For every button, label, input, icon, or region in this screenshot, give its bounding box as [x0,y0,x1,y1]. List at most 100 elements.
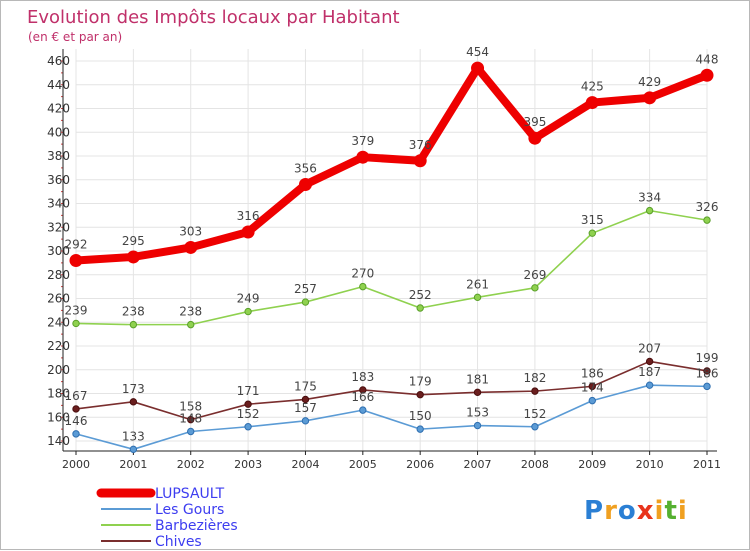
data-label: 454 [466,45,489,59]
data-label: 158 [179,400,202,414]
data-point [473,421,482,430]
data-point [187,427,195,436]
data-point [129,445,138,454]
data-point [645,381,654,389]
data-label: 395 [523,115,546,129]
data-label: 175 [294,379,317,393]
y-tick-label: 240 [47,315,70,329]
data-label: 179 [409,375,432,389]
data-point [700,68,714,82]
data-point [588,382,596,391]
data-point [416,390,424,399]
data-point [416,425,424,433]
data-point [298,178,312,191]
y-tick-label: 320 [47,220,70,234]
data-label: 448 [696,52,719,66]
data-point [416,304,424,312]
series-line [75,384,708,451]
x-tick-label: 2006 [406,458,434,471]
data-label: 199 [696,351,719,365]
y-tick-label: 180 [47,387,70,401]
data-label: 186 [696,366,719,380]
data-label: 303 [179,224,202,238]
series-barbezi-res [72,206,711,329]
data-label: 429 [638,75,661,89]
data-point [588,396,596,405]
data-point [72,430,80,438]
data-point [184,240,198,254]
data-point [473,388,482,397]
data-point [301,395,310,404]
data-label: 174 [581,381,604,395]
legend-label: Barbezières [155,518,238,534]
data-label: 171 [237,384,260,398]
data-label: 133 [122,429,145,443]
x-tick-label: 2009 [578,458,606,471]
data-label: 152 [237,407,260,421]
data-point [72,319,80,328]
data-point [244,307,252,316]
data-label: 239 [65,303,88,317]
legend-label: LUPSAULT [155,486,225,502]
series-line [72,64,711,265]
data-point [588,229,596,237]
y-tick-label: 280 [47,268,70,282]
data-point [187,415,195,424]
data-label: 166 [351,390,374,404]
data-point [643,91,657,105]
y-tick-label: 200 [47,363,70,377]
data-point [301,298,310,306]
data-label: 187 [638,365,661,379]
chart-subtitle: (en € et par an) [28,30,122,44]
data-labels-chives: 167 173 158 171 175 183 179 181 182 186 207 199 [65,341,719,413]
data-point [129,398,138,406]
x-tick-label: 2005 [349,458,377,471]
data-point [473,293,482,302]
y-tick-label: 340 [47,197,70,211]
legend-label: Les Gours [155,502,224,518]
data-point [531,284,539,292]
data-point [703,216,711,224]
x-tick-label: 2003 [234,458,262,471]
data-label: 238 [179,305,202,319]
y-tick-label: 420 [47,102,70,116]
data-point [645,206,654,215]
data-point [359,282,367,291]
data-label: 157 [294,401,317,415]
data-labels-lupsault: 292 295 303 316 356 379 376 454 395 425 429 448 [65,45,719,251]
data-label: 181 [466,372,489,386]
data-point [244,400,252,408]
data-point [531,423,539,431]
data-label: 167 [65,389,88,403]
data-point [359,386,367,394]
proxiti-logo-text: Proxiti [584,496,688,526]
data-point [585,96,599,110]
data-point [241,225,255,239]
series-line [75,360,708,421]
series-les-gours [72,381,711,454]
data-point [301,417,310,425]
data-label: 257 [294,282,317,296]
data-label: 334 [638,191,661,205]
data-label: 269 [523,268,546,282]
data-label: 146 [65,414,88,428]
y-tick-label: 300 [47,244,70,258]
chart-title: Evolution des Impôts locaux par Habitant [27,7,400,28]
data-label: 249 [237,292,260,306]
data-labels-barbezi-res: 239 238 238 249 257 270 252 261 269 315 334 326 [65,191,719,319]
data-label: 295 [122,234,145,248]
data-label: 148 [179,412,202,426]
data-label: 270 [351,267,374,281]
data-point [356,150,370,164]
y-tick-label: 400 [47,125,70,139]
data-point [187,320,195,329]
data-point [703,367,711,375]
data-point [471,61,485,75]
data-label: 252 [409,288,432,302]
data-label: 376 [409,138,432,152]
y-tick-label: 440 [47,78,70,92]
y-tick-label: 360 [47,173,70,187]
